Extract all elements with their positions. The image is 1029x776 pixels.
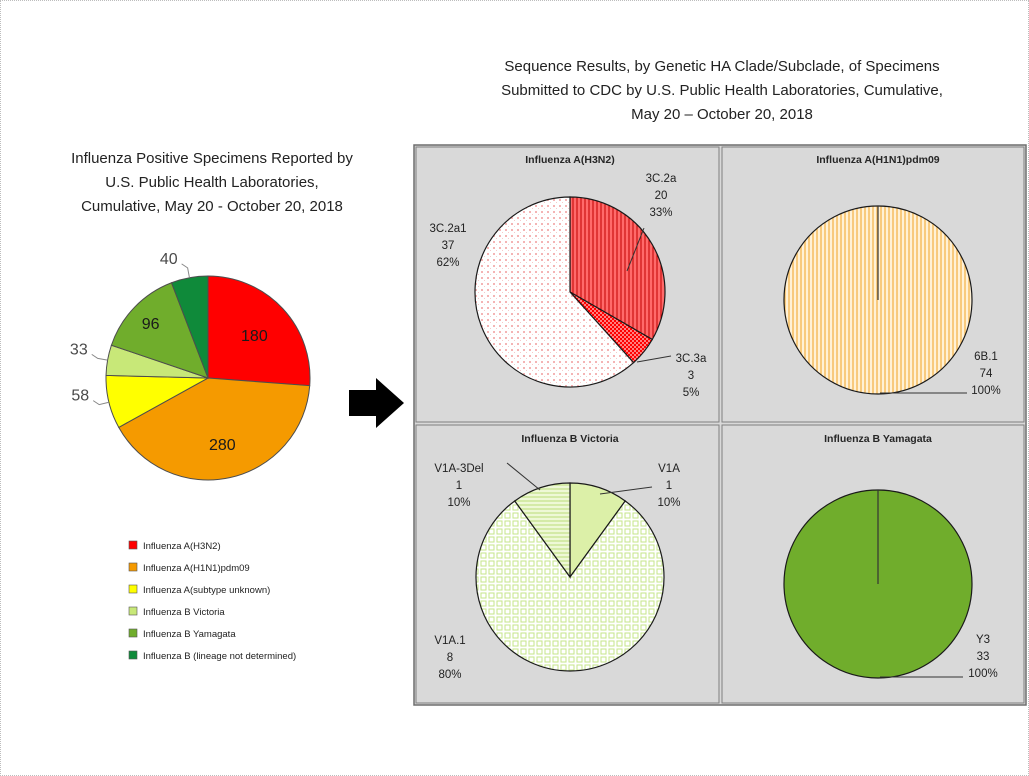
label-leader-line bbox=[636, 355, 672, 363]
sub-pie-label-y3-name: Y3 bbox=[976, 634, 990, 646]
right-title-line-2: Submitted to CDC by U.S. Public Health L… bbox=[501, 82, 943, 99]
sub-pie-slice-3c-2a1 bbox=[474, 196, 635, 388]
right-arrow-icon bbox=[349, 378, 404, 428]
sub-pie-label-3c-3a-count: 3 bbox=[688, 370, 694, 382]
sub-pie-influenza-a-h3n2: Influenza A(H3N2) 3C.2a 20 33% 3C.3a 3 5% 3C.2a… bbox=[429, 154, 706, 399]
sub-pie-label-3c-2a-name: 3C.2a bbox=[646, 173, 677, 185]
legend-label-influenza-b-lineage-not-determined: Influenza B (lineage not determined) bbox=[143, 651, 296, 662]
sub-pie-label-3c-2a-count: 20 bbox=[655, 190, 668, 202]
legend-swatch-influenza-b-lineage-not-determined bbox=[128, 650, 138, 660]
legend-swatch-influenza-a-h1n1-pdm09 bbox=[128, 562, 138, 572]
data-label-influenza-a-subtype-unknown: 58 bbox=[71, 388, 89, 405]
label-leader-line bbox=[626, 227, 645, 272]
sub-pie-title: Influenza A(H3N2) bbox=[525, 154, 614, 166]
sub-pie-label-3c-2a1-name: 3C.2a1 bbox=[429, 223, 466, 235]
left-chart-title-line-2: U.S. Public Health Laboratories, bbox=[105, 174, 318, 191]
legend-label-influenza-b-victoria: Influenza B Victoria bbox=[143, 607, 225, 618]
sub-pie-label-v1a-percent: 10% bbox=[657, 497, 680, 509]
sub-pie-label-v1a-3del-count: 1 bbox=[456, 480, 462, 492]
sub-pie-label-v1a-1-count: 8 bbox=[447, 652, 453, 664]
legend-label-influenza-b-yamagata: Influenza B Yamagata bbox=[143, 629, 236, 640]
pie-slice-influenza-a-h1n1-pdm09 bbox=[118, 377, 311, 481]
right-title-line-1: Sequence Results, by Genetic HA Clade/Su… bbox=[504, 58, 939, 75]
sub-pie-label-v1a-3del-name: V1A-3Del bbox=[434, 463, 483, 475]
sub-pie-influenza-b-yamagata: Influenza B Yamagata Y3 33 100% bbox=[783, 433, 998, 680]
sub-pie-label-v1a-1-percent: 80% bbox=[438, 669, 461, 681]
pie-slice-influenza-b-lineage-not-determined bbox=[170, 275, 209, 379]
label-leader-line bbox=[506, 462, 541, 491]
data-label-influenza-b-yamagata: 96 bbox=[142, 316, 160, 333]
sub-pie-title: Influenza B Victoria bbox=[521, 433, 618, 445]
sub-pie-title: Influenza B Yamagata bbox=[824, 433, 932, 445]
sub-pie-influenza-a-h1n1-pdm09: Influenza A(H1N1)pdm09 6B.1 74 100% bbox=[783, 154, 1001, 397]
sub-pie-label-v1a-3del-percent: 10% bbox=[447, 497, 470, 509]
data-label-influenza-a-h3n2: 180 bbox=[241, 328, 268, 345]
sub-pie-label-v1a-1-name: V1A.1 bbox=[434, 635, 465, 647]
legend-label-influenza-a-h3n2: Influenza A(H3N2) bbox=[143, 541, 221, 552]
data-label-leader bbox=[92, 400, 110, 406]
right-title-line-3: May 20 – October 20, 2018 bbox=[631, 106, 813, 123]
sub-pie-label-6b-1-percent: 100% bbox=[971, 385, 1000, 397]
label-leader-line bbox=[599, 486, 653, 495]
left-chart-title-line-3: Cumulative, May 20 - October 20, 2018 bbox=[81, 198, 343, 215]
sub-pie-slice-3c-2a bbox=[569, 196, 666, 341]
sub-pie-slice-v1a-3del bbox=[513, 482, 571, 579]
sub-pie-label-3c-3a-percent: 5% bbox=[683, 387, 700, 399]
pie-slice-influenza-b-yamagata bbox=[110, 282, 209, 379]
sub-pie-influenza-b-victoria: Influenza B Victoria V1A 1 10% V1A.1 8 80% V1A-… bbox=[434, 433, 680, 681]
legend-label-influenza-a-subtype-unknown: Influenza A(subtype unknown) bbox=[143, 585, 270, 596]
clade-sub-pies: Influenza A(H3N2) 3C.2a 20 33% 3C.3a 3 5% 3C.2a… bbox=[429, 154, 1000, 681]
legend-swatch-influenza-b-yamagata bbox=[128, 628, 138, 638]
data-label-influenza-b-victoria: 33 bbox=[70, 341, 88, 358]
main-pie-chart: 180 280 58 33 96 40 bbox=[70, 251, 311, 481]
sub-pie-slice-v1a-1 bbox=[475, 500, 665, 672]
sub-pie-label-6b-1-count: 74 bbox=[980, 368, 993, 380]
data-label-influenza-a-h1n1-pdm09: 280 bbox=[209, 437, 236, 454]
sub-pie-label-v1a-count: 1 bbox=[666, 480, 672, 492]
legend-label-influenza-a-h1n1-pdm09: Influenza A(H1N1)pdm09 bbox=[143, 563, 250, 574]
sub-pie-label-3c-2a1-percent: 62% bbox=[436, 257, 459, 269]
sub-pie-label-y3-count: 33 bbox=[977, 651, 990, 663]
sub-pie-label-v1a-name: V1A bbox=[658, 463, 680, 475]
main-legend: Influenza A(H3N2) Influenza A(H1N1)pdm09 I… bbox=[128, 540, 296, 662]
sub-pie-label-y3-percent: 100% bbox=[968, 668, 997, 680]
sub-pie-label-6b-1-name: 6B.1 bbox=[974, 351, 998, 363]
sub-pie-label-3c-3a-name: 3C.3a bbox=[676, 353, 707, 365]
data-label-leader bbox=[91, 353, 108, 361]
data-label-leader bbox=[181, 263, 190, 278]
sub-pie-label-3c-2a1-count: 37 bbox=[442, 240, 455, 252]
pie-slice-influenza-a-h3n2 bbox=[207, 275, 311, 387]
data-label-influenza-b-lineage-not-determined: 40 bbox=[160, 251, 178, 268]
legend-swatch-influenza-b-victoria bbox=[128, 606, 138, 616]
legend-swatch-influenza-a-subtype-unknown bbox=[128, 584, 138, 594]
left-chart-title-line-1: Influenza Positive Specimens Reported by bbox=[71, 150, 353, 167]
legend-swatch-influenza-a-h3n2 bbox=[128, 540, 138, 550]
sub-pie-label-3c-2a-percent: 33% bbox=[649, 207, 672, 219]
sub-pie-title: Influenza A(H1N1)pdm09 bbox=[816, 154, 939, 166]
